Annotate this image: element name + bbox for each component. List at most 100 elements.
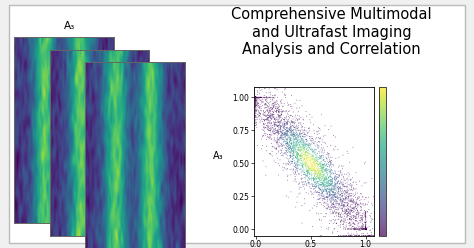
Point xyxy=(320,188,328,192)
Point xyxy=(336,205,344,209)
Point xyxy=(352,227,359,231)
Point xyxy=(266,109,273,113)
Point xyxy=(300,172,307,176)
Point xyxy=(300,141,308,145)
Point xyxy=(342,223,350,227)
Point xyxy=(246,112,254,116)
Point xyxy=(356,227,364,231)
Point xyxy=(299,130,307,134)
Point xyxy=(273,124,281,128)
Point xyxy=(317,166,325,170)
Point xyxy=(326,197,333,201)
Point xyxy=(321,134,329,138)
Point xyxy=(332,222,340,226)
Point xyxy=(307,182,315,186)
Point xyxy=(329,196,337,200)
Point xyxy=(310,161,318,165)
Point xyxy=(257,95,265,99)
Point xyxy=(312,181,320,185)
Point xyxy=(321,178,329,182)
Point xyxy=(246,85,254,89)
Point xyxy=(271,124,278,127)
Point xyxy=(335,197,343,201)
Point xyxy=(283,142,291,146)
Point xyxy=(288,129,295,133)
Point xyxy=(353,211,361,215)
Point xyxy=(301,128,309,132)
Point xyxy=(341,189,348,193)
Point xyxy=(363,228,370,232)
Point xyxy=(246,85,254,89)
Point xyxy=(362,215,369,219)
Point xyxy=(334,206,341,210)
Point xyxy=(290,133,298,137)
Point xyxy=(371,234,378,238)
Point xyxy=(298,151,306,155)
Text: A₁: A₁ xyxy=(135,68,146,78)
Point xyxy=(329,196,337,200)
Point xyxy=(249,127,257,131)
Point xyxy=(262,101,269,105)
Point xyxy=(305,181,312,185)
Point xyxy=(331,176,338,180)
Point xyxy=(286,138,294,142)
Point xyxy=(351,227,359,231)
Point xyxy=(289,121,296,125)
Point xyxy=(356,227,364,231)
Point xyxy=(326,193,334,197)
Point xyxy=(327,184,335,187)
Point xyxy=(325,226,333,230)
Point xyxy=(362,226,369,230)
Point xyxy=(269,116,276,120)
Point xyxy=(272,87,280,91)
Point xyxy=(317,157,325,161)
Point xyxy=(360,227,368,231)
Point xyxy=(328,219,335,223)
Point xyxy=(276,143,284,147)
Point xyxy=(346,211,354,215)
Point xyxy=(326,193,333,197)
Point xyxy=(371,217,378,221)
Point xyxy=(371,234,378,238)
Point xyxy=(371,230,378,234)
Point xyxy=(295,171,302,175)
Point xyxy=(255,103,263,107)
Point xyxy=(263,95,270,99)
Point xyxy=(301,132,309,136)
Point xyxy=(362,227,369,231)
Point xyxy=(334,148,342,152)
Point xyxy=(301,144,309,148)
Point xyxy=(362,226,369,230)
Point xyxy=(297,147,304,151)
Point xyxy=(255,95,262,99)
Point xyxy=(356,227,363,231)
Point xyxy=(268,136,275,140)
Point xyxy=(362,227,369,231)
Point xyxy=(278,90,286,94)
Point xyxy=(299,164,307,168)
Point xyxy=(343,187,351,191)
Point xyxy=(358,226,366,230)
Point xyxy=(337,214,345,218)
Point xyxy=(289,129,297,133)
Point xyxy=(252,109,260,113)
Point xyxy=(246,85,254,89)
Point xyxy=(332,199,340,203)
Point xyxy=(295,181,303,185)
Point xyxy=(302,132,310,136)
Point xyxy=(283,142,290,146)
Point xyxy=(252,95,260,99)
Point xyxy=(280,127,288,131)
Point xyxy=(282,93,289,97)
Point xyxy=(362,227,369,231)
Point xyxy=(339,194,346,198)
Point xyxy=(305,141,313,145)
Point xyxy=(299,153,306,157)
Point xyxy=(334,196,342,200)
Point xyxy=(255,85,263,89)
Point xyxy=(356,228,363,232)
Point xyxy=(326,197,334,201)
Point xyxy=(279,109,287,113)
Point xyxy=(289,156,296,160)
Point xyxy=(252,95,260,99)
